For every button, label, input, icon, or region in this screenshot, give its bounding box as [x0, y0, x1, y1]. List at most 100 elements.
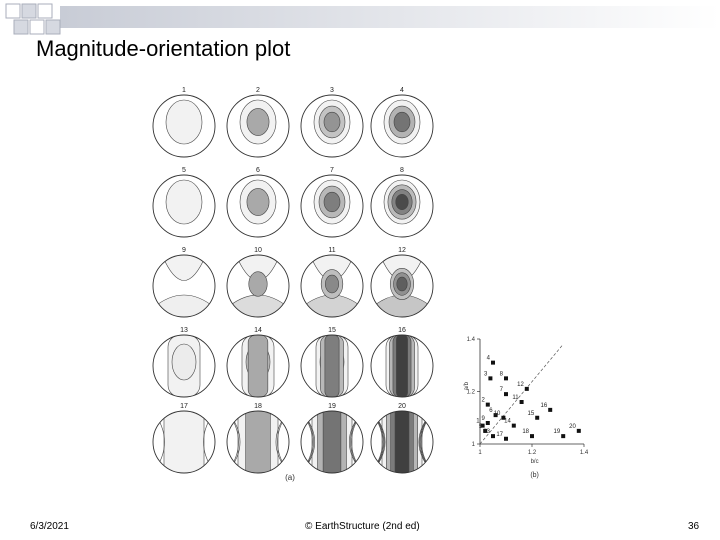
stereonet: 18: [226, 403, 290, 474]
y-axis-label: a/b: [464, 381, 470, 390]
stereonet-outline: [370, 254, 434, 318]
stereonet: 12: [370, 247, 434, 318]
stereonet: 17: [152, 403, 216, 474]
deco-square: [29, 19, 45, 35]
stereonet: 20: [370, 403, 434, 474]
data-point-label: 10: [494, 411, 501, 417]
stereonet-outline: [226, 334, 290, 398]
stereonet: 8: [370, 167, 434, 238]
data-point: [485, 402, 490, 407]
stereonet-outline: [370, 174, 434, 238]
stereonet-label: 12: [398, 247, 406, 254]
stereonet-label: 16: [398, 327, 406, 334]
data-point-label: 7: [500, 387, 504, 393]
stereonet-label: 17: [180, 403, 188, 410]
panel-a-label: (a): [285, 473, 295, 482]
data-point: [519, 400, 524, 404]
data-point-label: 15: [528, 411, 535, 417]
stereonet-label: 5: [182, 167, 186, 174]
data-point-label: 14: [504, 419, 511, 425]
stereonet-outline: [300, 334, 364, 398]
stereonet: 10: [226, 247, 290, 318]
data-point: [504, 392, 508, 397]
stereonet-outline: [370, 334, 434, 398]
stereonet-outline: [370, 94, 434, 158]
data-point-label: 11: [512, 395, 519, 401]
deco-square: [21, 3, 37, 19]
stereonet-label: 20: [398, 403, 406, 410]
reference-line: [479, 344, 564, 445]
data-point-label: 17: [496, 432, 503, 438]
data-point: [548, 407, 553, 412]
data-point: [524, 386, 529, 391]
stereonet-label: 3: [330, 87, 334, 94]
stereonet-outline: [152, 174, 216, 238]
data-point: [530, 434, 534, 439]
stereonet-label: 2: [256, 87, 260, 94]
data-point: [561, 434, 566, 439]
x-tick-label: 1.4: [580, 450, 589, 456]
data-point: [535, 415, 540, 420]
stereonet: 19: [300, 403, 364, 474]
panel-b-label: (b): [530, 472, 539, 479]
y-tick-label: 1: [472, 442, 476, 448]
stereonet: 13: [152, 327, 216, 398]
data-point-label: 2: [481, 398, 485, 404]
footer-date: 6/3/2021: [30, 521, 69, 532]
stereonet-label: 18: [254, 403, 262, 410]
stereonet-label: 14: [254, 327, 262, 334]
stereonet: 3: [300, 87, 364, 158]
stereonet-outline: [226, 174, 290, 238]
stereonet-label: 10: [254, 247, 262, 254]
data-point-label: 1: [476, 419, 480, 425]
deco-square: [45, 19, 61, 35]
data-point: [491, 434, 495, 439]
stereonet-label: 19: [328, 403, 336, 410]
data-point: [488, 376, 493, 381]
stereonet: 7: [300, 167, 364, 238]
data-point-label: 8: [500, 371, 504, 377]
stereonet-label: 4: [400, 87, 404, 94]
data-point-label: 13: [483, 429, 490, 435]
stereonet: 11: [300, 247, 364, 318]
data-point-label: 18: [522, 429, 529, 435]
stereonet-outline: [300, 174, 364, 238]
stereonet-outline: [226, 94, 290, 158]
data-point: [480, 423, 485, 428]
stereonet-outline: [152, 334, 216, 398]
header-decoration: [5, 3, 720, 35]
data-point-label: 3: [484, 371, 488, 377]
data-point: [504, 376, 508, 381]
stereonet-label: 1: [182, 87, 186, 94]
footer-copyright: © EarthStructure (2nd ed): [305, 521, 420, 532]
stereonet-outline: [300, 94, 364, 158]
stereonet: 2: [226, 87, 290, 158]
x-tick-label: 1.2: [528, 450, 537, 456]
stereonet-label: 13: [180, 327, 188, 334]
stereonet-label: 15: [328, 327, 336, 334]
data-point-label: 5: [479, 424, 483, 430]
stereonet-outline: [152, 94, 216, 158]
data-point-label: 6: [489, 408, 493, 414]
data-point-label: 9: [481, 416, 485, 422]
stereonet-outline: [300, 410, 364, 474]
page-number: 36: [688, 521, 700, 532]
deco-square: [5, 3, 21, 19]
data-point-label: 20: [569, 424, 576, 430]
y-tick-label: 1.4: [467, 337, 476, 343]
data-point-label: 16: [541, 403, 548, 409]
data-point: [576, 428, 581, 433]
data-point: [511, 423, 516, 428]
stereonet-outline: [226, 410, 290, 474]
data-point-label: 4: [487, 356, 491, 362]
stereonet: 15: [300, 327, 364, 398]
y-tick-label: 1.2: [467, 390, 476, 396]
footer-copyright-text: © EarthStructure (2nd ed): [305, 521, 420, 532]
data-point: [501, 415, 506, 420]
data-point: [485, 421, 490, 425]
stereonet: 1: [152, 87, 216, 158]
stereonet: 14: [226, 327, 290, 398]
stereonet-outline: [152, 410, 216, 474]
stereonet: 4: [370, 87, 434, 158]
